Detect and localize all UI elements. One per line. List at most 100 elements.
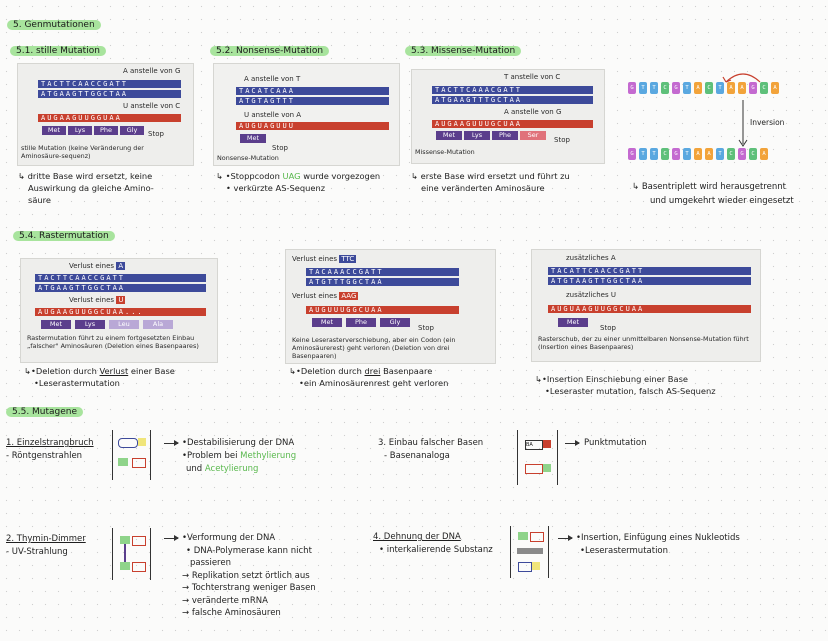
note-nonsense: ↳ •Stoppcodon UAG wurde vorgezogen • ver… — [216, 171, 381, 193]
img-label: A anstelle von G — [123, 67, 181, 75]
mrna-strand: AUGAAGUUGGUAA — [38, 114, 181, 122]
section-title-stille: 5.1. stille Mutation — [10, 46, 106, 56]
section-title-nonsense: 5.2. Nonsense-Mutation — [210, 46, 330, 56]
arrow-icon — [558, 535, 573, 541]
img-label: zusätzliches U — [566, 291, 616, 299]
note-missense: ↳ erste Base wird ersetzt und führt zu e… — [411, 171, 570, 193]
arrow-icon — [164, 440, 179, 446]
inversion-svg — [722, 73, 761, 147]
dna-base: A — [760, 148, 768, 160]
amino-acid: Gly — [380, 318, 410, 327]
photo-missense-mutation: T anstelle von C TACTTCAAACGATT ATGAAGTT… — [411, 69, 605, 164]
dna-strand: ATGTAAGTTGGCTAA — [548, 277, 751, 285]
mrna-strand: AUGUAGUUU — [236, 122, 389, 130]
stop-label: Stop — [418, 324, 434, 332]
amino-acid: Lys — [464, 131, 490, 140]
dna-base: G — [749, 82, 757, 94]
amino-acid: Met — [312, 318, 342, 327]
img-caption: Keine Leserasterverschiebung, aber ein C… — [292, 336, 456, 360]
dna-base: T — [683, 148, 691, 160]
amino-acid: Lys — [68, 126, 92, 135]
mutagen-1-notes: •Destabilisierung der DNA •Problem bei M… — [182, 438, 297, 474]
dna-base: A — [694, 82, 702, 94]
dna-base: C — [661, 82, 669, 94]
dna-base: A — [705, 148, 713, 160]
dna-base: C — [749, 148, 757, 160]
photo-nonsense-mutation: A anstelle von T TACATCAAA ATGTAGTTT U a… — [213, 63, 400, 166]
amino-acid: Gly — [120, 126, 144, 135]
dna-base: C — [705, 82, 713, 94]
arrow-icon — [164, 535, 179, 541]
img-caption: stille Mutation (keine Veränderung der A… — [21, 144, 144, 160]
section-title-missense: 5.3. Missense-Mutation — [405, 46, 522, 56]
dna-base: C — [727, 148, 735, 160]
dna-base: A — [694, 148, 702, 160]
dna-strand: ATGTAGTTT — [236, 97, 389, 105]
dna-strand: TACTTCAACCGATT — [38, 80, 181, 88]
main-title: 5. Genmutationen — [7, 20, 101, 30]
dna-base: A — [727, 82, 735, 94]
photo-rastermutation-1: Verlust eines A TACTTCAACCGATT ATGAAGTTG… — [20, 258, 218, 363]
mutagen-4-notes: •Insertion, Einfügung eines Nukleotids •… — [576, 533, 740, 556]
mutagen-3: 3. Einbau falscher Basen - Basenanaloga — [378, 438, 484, 461]
note-inversion: ↳ Basentriplett wird herausgetrennt und … — [632, 182, 794, 206]
amino-acid: Ser — [520, 131, 546, 140]
img-label: A anstelle von T — [244, 75, 301, 83]
amino-acid: Met — [240, 134, 266, 143]
dna-base: T — [639, 148, 647, 160]
dna-strand: TACAAACCGATT — [306, 268, 459, 276]
dna-base: A — [771, 82, 779, 94]
dna-strand: ATGAAGTTTGCTAA — [432, 96, 593, 104]
mrna-strand: AUGUUUGGCUAA — [306, 306, 459, 314]
dna-diagram-base-analog: BA — [517, 430, 563, 485]
dna-diagram-strand-break — [112, 430, 162, 480]
section-title-mutagene: 5.5. Mutagene — [6, 407, 84, 417]
img-label: T anstelle von C — [504, 73, 561, 81]
note-raster-3: ↳•Insertion Einschiebung einer Base •Les… — [535, 374, 716, 396]
mutagen-2-notes: •Verformung der DNA • DNA-Polymerase kan… — [182, 533, 316, 618]
dna-base: T — [650, 148, 658, 160]
mutagen-3-notes: Punktmutation — [584, 438, 647, 448]
inversion-label: Inversion — [750, 118, 785, 127]
section-title-rastermutation: 5.4. Rastermutation — [13, 231, 115, 241]
stop-label: Stop — [554, 136, 570, 144]
mutagen-2: 2. Thymin-Dimmer - UV-Strahlung — [6, 534, 86, 557]
dna-base: T — [650, 82, 658, 94]
dna-strand: ATGAAGTTGGCTAA — [35, 284, 206, 292]
note-raster-2: ↳•Deletion durch drei Basenpaare •ein Am… — [289, 366, 449, 388]
img-label: A anstelle von G — [504, 108, 562, 116]
img-label: U anstelle von A — [244, 111, 302, 119]
dna-diagram-thymine-dimer — [112, 528, 162, 580]
dna-strand: TACATTCAACCGATT — [548, 267, 751, 275]
mrna-strand: AUGUAAGUUGGCUAA — [548, 305, 751, 313]
img-caption: Rastermutation führt zu einem fortgesetz… — [27, 334, 199, 350]
amino-acid: Leu — [109, 320, 139, 329]
img-caption: Nonsense-Mutation — [217, 154, 279, 162]
dna-strand: ATGAAGTTGGCTAA — [38, 90, 181, 98]
mrna-strand: AUGAAGUUUGCUAA — [432, 120, 593, 128]
dna-base: G — [738, 148, 746, 160]
dna-base: T — [683, 82, 691, 94]
photo-stille-mutation: A anstelle von G TACTTCAACCGATT ATGAAGTT… — [17, 63, 194, 166]
amino-acid: Ala — [143, 320, 173, 329]
dna-strand: ATGTTTGGCTAA — [306, 278, 459, 286]
dna-base: G — [672, 82, 680, 94]
dna-strand: TACTTCAAACGATT — [432, 86, 593, 94]
amino-acid: Lys — [75, 320, 105, 329]
note-raster-1: ↳•Deletion durch Verlust einer Base •Les… — [24, 366, 175, 388]
dna-base: C — [760, 82, 768, 94]
dna-base: T — [716, 82, 724, 94]
img-caption: Missense-Mutation — [415, 148, 475, 156]
amino-acid: Phe — [492, 131, 518, 140]
dna-base: T — [639, 82, 647, 94]
amino-acid: Met — [558, 318, 588, 327]
img-label: Verlust eines U — [69, 296, 126, 304]
img-label: Verlust eines AAG — [292, 292, 359, 300]
dna-strand: TACTTCAACCGATT — [35, 274, 206, 282]
dna-base: G — [628, 148, 636, 160]
dna-base: G — [628, 82, 636, 94]
amino-acid: Phe — [346, 318, 376, 327]
dna-strand: TACATCAAA — [236, 87, 389, 95]
amino-acid: Met — [42, 126, 66, 135]
